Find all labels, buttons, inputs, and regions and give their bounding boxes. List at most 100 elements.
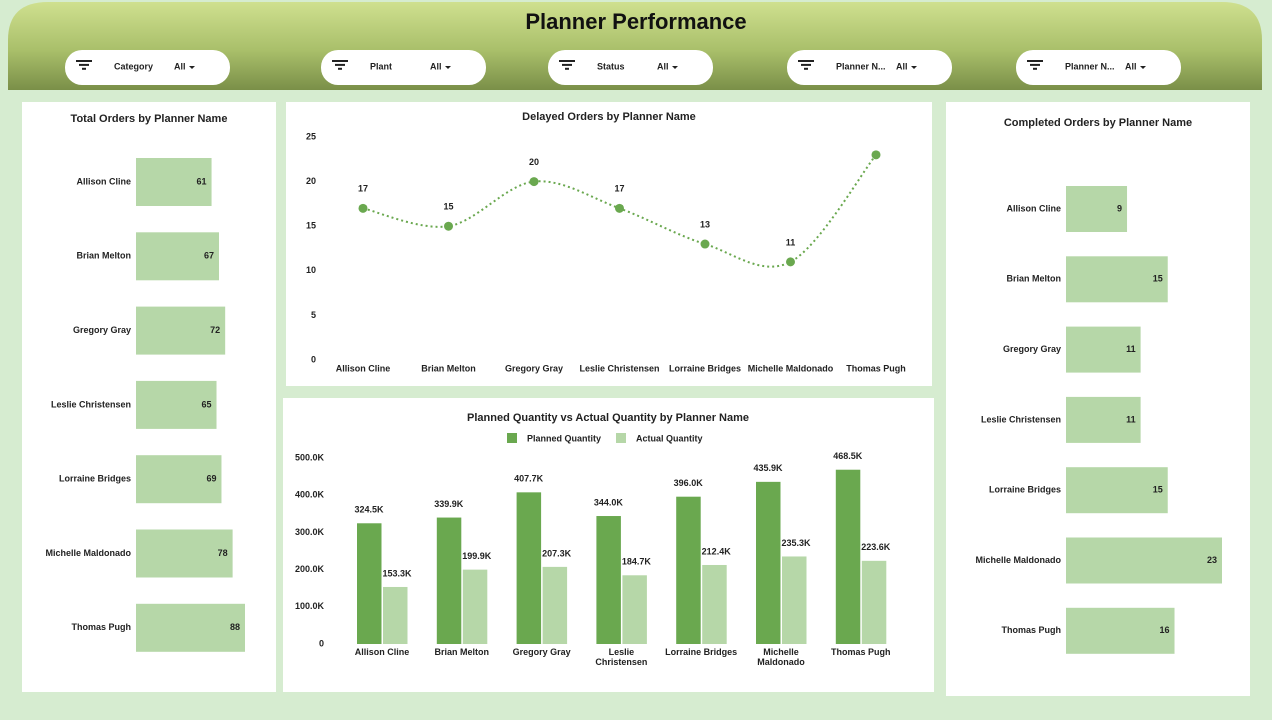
y-tick-label: Lorraine Bridges [989,485,1061,495]
bar [383,586,408,644]
data-label: 207.3K [542,548,572,558]
data-label: 407.7K [514,474,544,484]
filter-slicer[interactable]: Planner N... All [787,50,952,85]
chart-title: Completed Orders by Planner Name [1004,117,1192,129]
bar [462,569,488,644]
data-label: 223.6K [861,542,891,552]
dropdown-arrow [672,66,678,69]
bar [782,556,807,644]
point [871,150,881,160]
filter-label: Status [597,61,625,71]
bar [1066,537,1222,584]
y-tick-label: Leslie Christensen [51,399,131,409]
dropdown-arrow [1140,66,1146,69]
filter-slicer[interactable]: Status All [548,50,713,85]
y-tick-label: 500.0K [295,452,325,462]
y-tick-label: 15 [306,221,316,231]
filter-pill [321,50,486,85]
data-label: 20 [529,157,539,167]
point [444,221,453,231]
x-tick-label-box: Leslie Christensen [595,647,648,667]
bar [136,232,219,281]
x-tick-label: Gregory Gray [505,363,563,373]
filter-slicer[interactable]: Category All [65,50,230,85]
data-label: 212.4K [702,546,732,556]
filter-slicer[interactable]: Plant All [321,50,486,85]
dropdown-arrow [189,66,195,69]
point [700,239,710,249]
x-tick-label: Brian Melton [434,647,490,657]
filter-value: All [1125,61,1137,71]
bar [1066,396,1141,443]
bar [357,523,382,644]
legend-swatch [616,433,626,443]
x-tick-label-box: Lorraine Bridges [665,647,737,657]
bar [1066,256,1168,303]
data-label: 235.3K [781,538,811,548]
bar [1066,326,1141,373]
bar [835,469,861,644]
y-tick-label: Brian Melton [1006,274,1061,284]
bar [542,566,568,644]
bar [702,564,727,644]
x-tick-label: Thomas Pugh [846,363,906,373]
x-tick-label-box: Brian Melton [434,647,490,657]
bar [622,575,647,644]
data-label: 72 [210,325,220,335]
x-tick-label: Allison Cline [354,647,410,657]
x-tick-label-box: Allison Cline [354,647,410,657]
chart-title: Delayed Orders by Planner Name [522,111,696,123]
bar [436,517,462,644]
bar [516,492,542,644]
x-tick-label-box: Gregory Gray [512,647,571,657]
data-label: 23 [1207,555,1217,565]
filter-label: Plant [370,61,392,71]
y-tick-label: Leslie Christensen [981,414,1061,424]
y-tick-label: 5 [311,310,316,320]
y-tick-label: Allison Cline [76,176,131,186]
point [358,203,368,213]
y-tick-label: Michelle Maldonado [975,555,1061,565]
bar [136,603,245,652]
bar [1066,467,1168,514]
data-label: 344.0K [594,497,624,507]
filter-value: All [174,61,186,71]
data-label: 153.3K [382,568,412,578]
data-label: 11 [1126,414,1136,424]
x-tick-label: Leslie Christensen [595,647,648,667]
data-label: 396.0K [674,478,704,488]
panel [286,102,932,386]
data-label: 184.7K [622,557,652,567]
data-label: 15 [443,202,453,212]
data-label: 15 [1153,485,1163,495]
data-label: 61 [197,176,207,186]
x-tick-label: Gregory Gray [512,647,571,657]
y-tick-label: Gregory Gray [1003,344,1061,354]
y-tick-label: 100.0K [295,601,325,611]
x-tick-label: Thomas Pugh [831,647,891,657]
x-tick-label-box: Thomas Pugh [831,647,891,657]
y-tick-label: 0 [311,354,316,364]
filter-value: All [430,61,442,71]
legend-label: Planned Quantity [527,433,601,443]
data-label: 11 [786,237,796,247]
y-tick-label: Michelle Maldonado [45,548,131,558]
bar [136,380,217,429]
dropdown-arrow [445,66,451,69]
point [529,177,539,187]
data-label: 15 [1153,274,1163,284]
y-tick-label: 200.0K [295,564,325,574]
filter-pill [1016,50,1181,85]
data-label: 468.5K [833,451,863,461]
data-label: 435.9K [753,463,783,473]
data-label: 17 [614,184,624,194]
y-tick-label: 20 [306,176,316,186]
point [615,203,624,213]
filter-pill [548,50,713,85]
filter-label: Planner N... [1065,61,1115,71]
filter-value: All [896,61,908,71]
page-title: Planner Performance [525,9,746,34]
filter-slicer[interactable]: Planner N... All [1016,50,1181,85]
point [786,257,795,267]
y-tick-label: 400.0K [295,490,325,500]
